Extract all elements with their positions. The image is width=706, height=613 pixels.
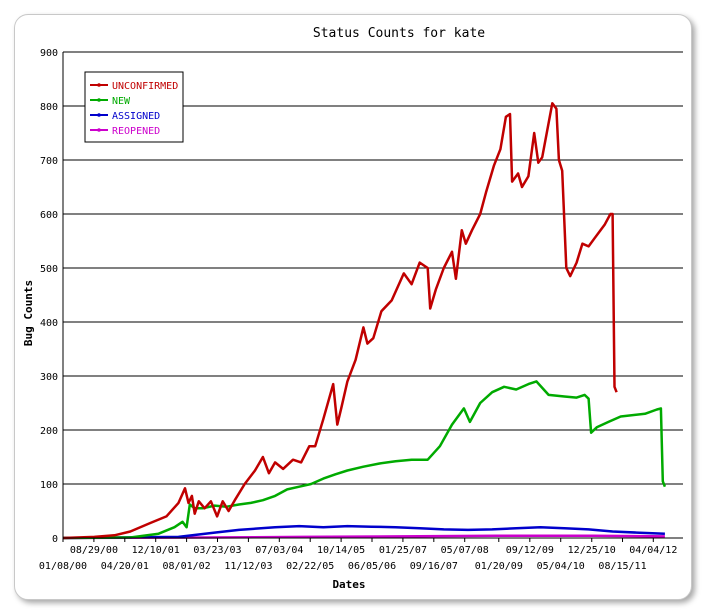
x-tick-label-upper: 07/03/04 [255,545,303,556]
legend-label: UNCONFIRMED [112,81,178,92]
legend: UNCONFIRMED NEW ASSIGNED REOPENED [84,71,184,143]
grid-lines [63,51,683,485]
y-tick-label: 700 [40,156,58,167]
x-tick-label-lower: 11/12/03 [224,561,272,572]
y-tick-label: 200 [40,426,58,437]
x-tick-label-lower: 01/20/09 [475,561,523,572]
chart-title: Status Counts for kate [313,26,485,41]
axes [62,52,683,542]
x-tick-label-upper: 05/07/08 [441,545,489,556]
y-tick-label: 800 [40,102,58,113]
legend-label: REOPENED [112,126,160,137]
series-layer [62,102,667,540]
x-tick-label-lower: 08/01/02 [163,561,211,572]
legend-marker [97,128,101,132]
x-tick-label-lower: 04/20/01 [101,561,149,572]
y-tick-label: 900 [40,48,58,59]
legend-marker [97,113,101,117]
tick-labels: 0 100 200 300 400 500 600 700 800 900 08/29/00 12/1… [39,48,677,572]
x-tick-label-upper: 12/10/01 [132,545,180,556]
x-tick-label-lower: 08/15/11 [598,561,646,572]
y-tick-label: 0 [52,534,58,545]
x-tick-label-upper: 01/25/07 [379,545,427,556]
x-tick-label-lower: 09/16/07 [410,561,458,572]
legend-marker [97,83,101,87]
y-tick-label: 600 [40,210,58,221]
x-tick-label-lower: 06/05/06 [348,561,396,572]
x-tick-label-lower: 02/22/05 [286,561,334,572]
y-tick-label: 500 [40,264,58,275]
x-tick-label-upper: 10/14/05 [317,545,365,556]
x-tick-label-lower: 05/04/10 [537,561,585,572]
series-line-new [62,380,667,540]
series-line-unconfirmed [62,102,618,540]
legend-label: ASSIGNED [112,111,160,122]
x-tick-label-upper: 04/04/12 [629,545,677,556]
y-tick-label: 100 [40,480,58,491]
x-tick-label-upper: 03/23/03 [193,545,241,556]
y-tick-label: 300 [40,372,58,383]
y-axis-label: Bug Counts [22,280,35,346]
legend-marker [97,98,101,102]
x-tick-label-lower: 01/08/00 [39,561,87,572]
x-tick-label-upper: 08/29/00 [70,545,118,556]
legend-label: NEW [112,96,131,107]
series-line-assigned [62,524,665,540]
x-axis-label: Dates [332,578,365,591]
y-tick-label: 400 [40,318,58,329]
x-tick-label-upper: 12/25/10 [568,545,616,556]
x-tick-label-upper: 09/12/09 [506,545,554,556]
